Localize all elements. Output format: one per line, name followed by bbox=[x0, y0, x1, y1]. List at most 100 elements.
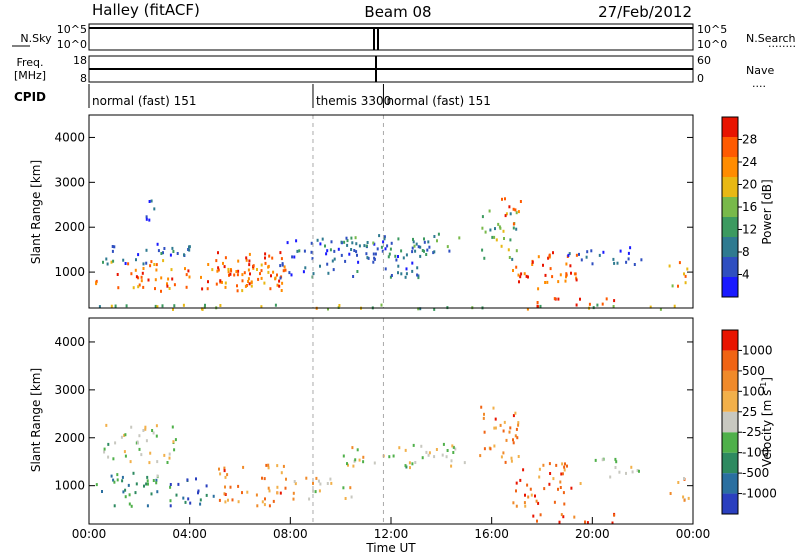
data-cell bbox=[160, 289, 162, 293]
data-cell bbox=[559, 273, 562, 277]
data-cell bbox=[515, 249, 518, 253]
data-cell bbox=[417, 276, 420, 280]
data-cell bbox=[223, 466, 226, 470]
data-cell bbox=[183, 253, 185, 257]
data-cell bbox=[365, 244, 368, 248]
data-cell bbox=[412, 443, 415, 447]
data-cell bbox=[519, 275, 522, 279]
data-cell bbox=[390, 241, 393, 245]
data-cell bbox=[494, 417, 497, 421]
data-cell bbox=[380, 245, 383, 249]
nsearch-tick-bottom: 10^0 bbox=[697, 38, 727, 51]
data-cell bbox=[627, 251, 630, 255]
data-cell bbox=[173, 283, 176, 287]
data-cell bbox=[682, 495, 685, 499]
data-cell bbox=[268, 504, 271, 508]
data-cell bbox=[553, 500, 556, 504]
data-cell bbox=[450, 464, 453, 468]
freq-tick-top: 18 bbox=[73, 54, 87, 67]
data-cell bbox=[569, 264, 572, 268]
data-cell bbox=[134, 268, 137, 272]
data-cell bbox=[416, 273, 419, 277]
x-tick-label: 04:00 bbox=[172, 527, 207, 541]
data-cell bbox=[172, 440, 175, 444]
data-cell bbox=[298, 249, 301, 253]
data-cell bbox=[162, 251, 164, 255]
data-cell bbox=[578, 252, 580, 256]
data-cell bbox=[312, 489, 315, 493]
data-cell bbox=[683, 272, 685, 276]
data-cell bbox=[264, 261, 267, 265]
colorbar-swatch bbox=[722, 117, 738, 137]
data-cell bbox=[574, 272, 577, 276]
data-cell bbox=[136, 441, 139, 445]
data-cell bbox=[163, 453, 166, 457]
data-cell bbox=[224, 500, 227, 504]
data-cell bbox=[495, 238, 498, 242]
data-cell bbox=[400, 249, 403, 253]
data-cell bbox=[294, 482, 297, 486]
data-cell bbox=[493, 235, 496, 239]
x-tick-label: 00:00 bbox=[676, 527, 711, 541]
data-cell bbox=[678, 261, 681, 265]
colorbar-swatch bbox=[722, 411, 738, 433]
data-cell bbox=[312, 272, 315, 276]
colorbar-swatch bbox=[722, 370, 738, 392]
data-cell bbox=[316, 238, 319, 242]
data-cell bbox=[110, 260, 113, 264]
colorbar-tick-label: 500 bbox=[742, 364, 765, 378]
data-cell bbox=[351, 446, 354, 450]
data-cell bbox=[125, 304, 128, 308]
data-cell bbox=[356, 448, 359, 452]
power-panel: 1000 2000 3000 4000 Slant Range [km] bbox=[29, 114, 694, 311]
data-cell bbox=[169, 504, 172, 508]
data-cell bbox=[112, 259, 115, 263]
data-cell bbox=[350, 248, 353, 251]
data-cell bbox=[156, 242, 159, 246]
colorbar-tick-label: 100 bbox=[742, 384, 765, 398]
data-cell bbox=[205, 493, 208, 497]
data-cell bbox=[615, 460, 618, 464]
data-cell bbox=[304, 266, 307, 270]
data-cell bbox=[123, 450, 126, 454]
data-cell bbox=[293, 480, 296, 483]
colorbar-tick-label: 16 bbox=[742, 200, 757, 214]
data-cell bbox=[337, 247, 340, 251]
data-cell bbox=[454, 447, 457, 451]
data-cell bbox=[145, 261, 148, 265]
data-cell bbox=[188, 275, 191, 279]
data-cell bbox=[367, 256, 370, 260]
data-cell bbox=[137, 253, 140, 257]
data-cell bbox=[121, 475, 124, 479]
data-cell bbox=[128, 502, 131, 506]
data-cell bbox=[411, 261, 414, 265]
data-cell bbox=[121, 479, 124, 483]
data-cell bbox=[591, 262, 594, 266]
data-cell bbox=[537, 255, 540, 259]
data-cell bbox=[106, 262, 109, 266]
data-cell bbox=[544, 281, 547, 284]
colorbar-tick-label: -1000 bbox=[742, 487, 777, 501]
nave-label: Nave bbox=[746, 64, 774, 77]
data-cell bbox=[185, 273, 188, 277]
data-cell bbox=[281, 281, 284, 285]
data-cell bbox=[218, 498, 221, 502]
data-cell bbox=[640, 258, 643, 262]
data-cell bbox=[168, 452, 171, 456]
data-cell bbox=[362, 460, 365, 464]
colorbar-swatch bbox=[722, 473, 738, 494]
data-cell bbox=[206, 287, 209, 291]
data-cell bbox=[448, 249, 451, 253]
data-cell bbox=[142, 262, 145, 266]
data-cell bbox=[441, 453, 444, 457]
data-cell bbox=[281, 263, 284, 267]
data-cell bbox=[222, 261, 224, 265]
y-tick-label: 3000 bbox=[54, 175, 85, 189]
data-cell bbox=[272, 499, 275, 503]
data-cell bbox=[557, 297, 560, 301]
data-cell bbox=[187, 269, 190, 273]
freq-panel: Freq. [MHz] 18 8 Nave ···· 60 0 bbox=[14, 54, 775, 93]
data-cell bbox=[397, 271, 399, 275]
data-cell bbox=[346, 243, 349, 247]
data-cell bbox=[405, 272, 408, 276]
